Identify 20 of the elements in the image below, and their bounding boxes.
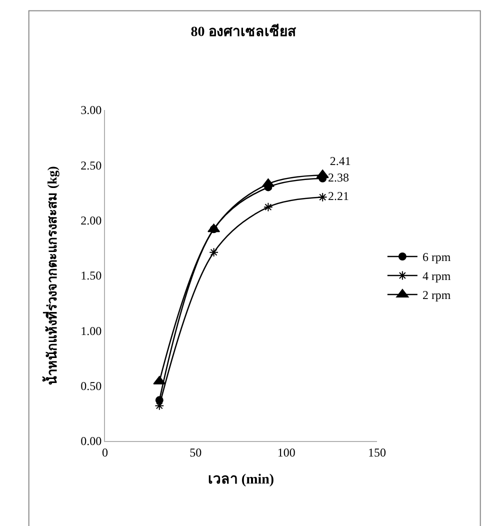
chart-title: 80 องศาเซลเซียส: [190, 24, 296, 40]
y-tick-label: 2.50: [80, 158, 102, 172]
data-label: 2.38: [328, 170, 349, 184]
y-axis-title: น้ำหนักแห้งที่ร่วงจากตะแกรงสะสม (kg): [42, 166, 60, 385]
x-tick-label: 100: [277, 445, 296, 460]
y-tick-label: 0.00: [80, 434, 102, 448]
y-tick-label: 3.00: [80, 103, 102, 118]
data-label: 2.41: [330, 154, 351, 168]
data-label: 2.21: [328, 189, 349, 204]
legend-label: 4 rpm: [422, 269, 452, 284]
y-tick-label: 0.50: [80, 379, 102, 394]
y-tick-label: 1.00: [80, 324, 102, 338]
x-tick-label: 150: [368, 445, 386, 460]
x-axis-title: เวลา (min): [208, 472, 274, 488]
x-tick-label: 0: [102, 445, 108, 460]
y-tick-label: 1.50: [80, 268, 102, 283]
x-tick-label: 50: [190, 445, 202, 460]
legend-label: 6 rpm: [422, 250, 452, 264]
legend-label: 2 rpm: [422, 288, 452, 302]
y-tick-label: 2.00: [80, 214, 102, 228]
